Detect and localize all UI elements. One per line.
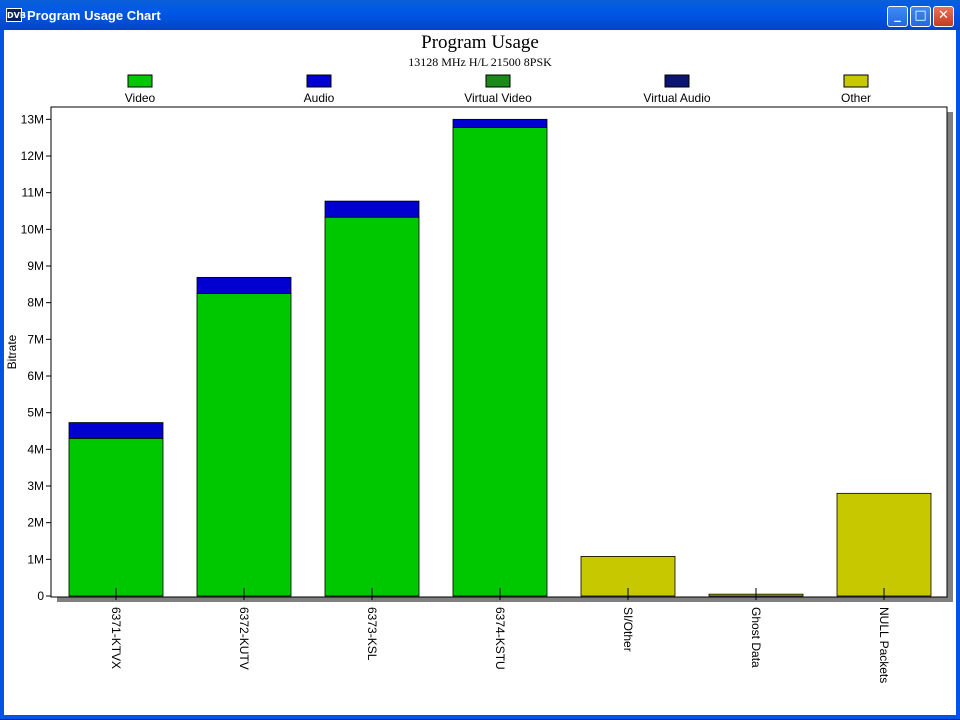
dvb-app-icon: DVB (6, 8, 26, 22)
legend-label-1: Audio (304, 91, 335, 105)
y-tick-label: 11M (22, 186, 44, 200)
y-tick-label: 6M (27, 369, 44, 383)
bars (68, 118, 932, 597)
legend-swatch-2 (485, 74, 511, 88)
legend-label-4: Other (841, 91, 871, 105)
program-usage-chart: Program Usage 13128 MHz H/L 21500 8PSK V… (5, 32, 953, 683)
y-tick-label: 3M (27, 479, 44, 493)
legend-swatch-3 (664, 74, 690, 88)
x-tick-label: Ghost Data (749, 607, 763, 668)
maximize-icon: □ (914, 8, 927, 23)
y-axis-label: Bitrate (5, 334, 19, 369)
y-tick-label: 10M (21, 222, 44, 236)
x-tick-label: NULL Packets (877, 607, 891, 683)
window-title: Program Usage Chart (27, 8, 161, 23)
bar-other (836, 492, 932, 597)
y-tick-label: 0 (37, 589, 44, 603)
chart-title: Program Usage (421, 32, 539, 53)
bar-video (324, 216, 420, 597)
y-axis: 0 1M 2M 3M 4M 5M 6M 7M 8M 9M 10M 11M 12M 13M (21, 112, 51, 603)
legend-swatch-0 (127, 74, 153, 88)
y-tick-label: 12M (21, 149, 44, 163)
bar-audio (452, 118, 548, 128)
y-tick-label: 5M (27, 406, 44, 420)
close-button[interactable]: ✕ (933, 6, 954, 27)
chart-client-area: Program Usage 13128 MHz H/L 21500 8PSK V… (4, 30, 956, 715)
close-icon: ✕ (938, 8, 949, 23)
legend-label-2: Virtual Video (464, 91, 532, 105)
x-tick-label: SI/Other (621, 607, 635, 652)
minimize-button[interactable]: _ (887, 6, 908, 27)
bar-video (68, 437, 164, 597)
y-tick-label: 2M (27, 516, 44, 530)
x-tick-label: 6373-KSL (365, 607, 379, 661)
chart-subtitle: 13128 MHz H/L 21500 8PSK (408, 55, 552, 69)
y-tick-label: 7M (27, 332, 44, 346)
y-tick-label: 4M (27, 442, 44, 456)
bar-video (196, 293, 292, 597)
bar-audio (324, 200, 420, 218)
legend-swatch-4 (843, 74, 869, 88)
y-tick-label: 1M (27, 552, 44, 566)
y-tick-label: 13M (21, 112, 44, 126)
y-tick-label: 8M (27, 296, 44, 310)
bar-video (452, 127, 548, 597)
bar-audio (68, 422, 164, 439)
x-tick-label: 6371-KTVX (109, 607, 123, 669)
x-axis: 6371-KTVX 6372-KUTV 6373-KSL 6374-KSTU SI/Ot… (109, 588, 891, 683)
legend-label-3: Virtual Audio (643, 91, 710, 105)
x-tick-label: 6372-KUTV (237, 607, 251, 670)
legend: Video Audio Virtual Video Virtual Audio Othe… (125, 74, 871, 105)
legend-label-0: Video (125, 91, 156, 105)
minimize-icon: _ (894, 8, 901, 23)
bar-audio (196, 276, 292, 294)
x-tick-label: 6374-KSTU (493, 607, 507, 670)
title-bar[interactable]: DVB Program Usage Chart _ □ ✕ (0, 0, 960, 30)
legend-swatch-1 (306, 74, 332, 88)
maximize-button[interactable]: □ (910, 6, 931, 27)
y-tick-label: 9M (27, 259, 44, 273)
